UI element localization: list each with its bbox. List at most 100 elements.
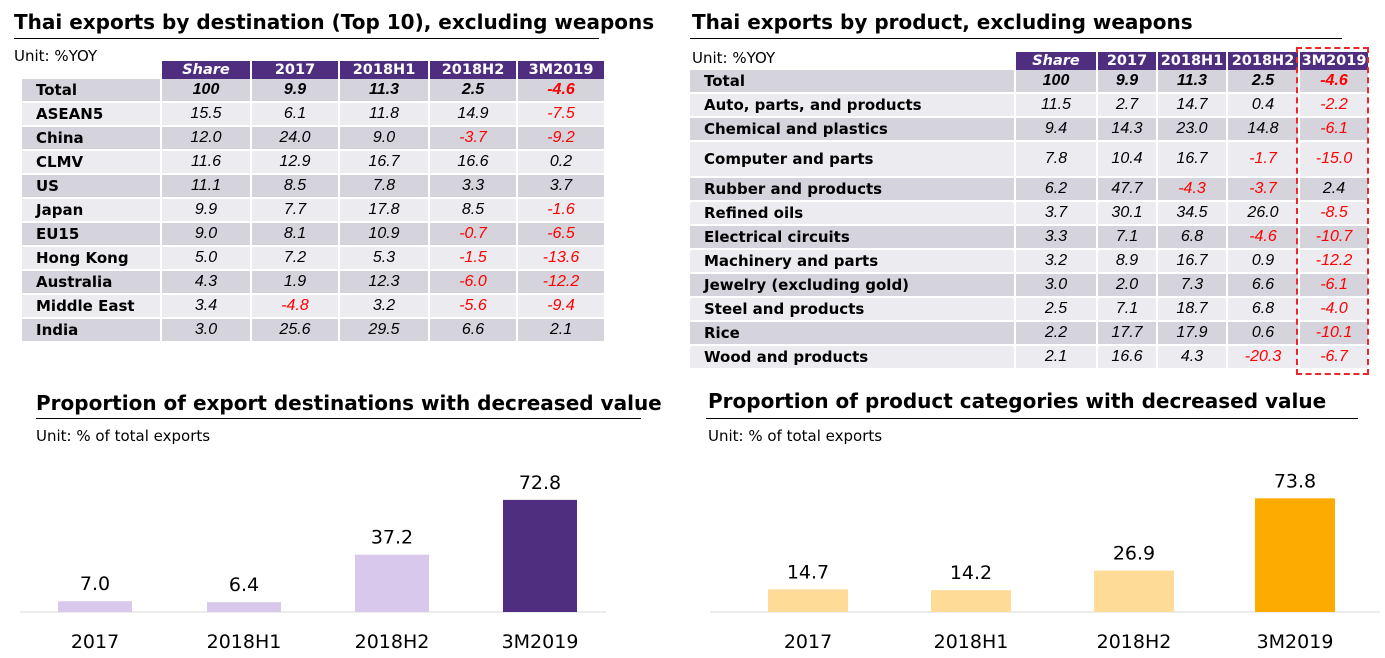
product-chart-title: Proportion of product categories with de… <box>708 389 1327 413</box>
table-cell: 6.1 <box>252 103 340 127</box>
bar-2017 <box>58 601 132 612</box>
table-row: US 11.1 8.5 7.8 3.3 3.7 <box>22 175 606 199</box>
table-cell: -20.3 <box>1228 346 1300 370</box>
header-empty-cell <box>690 52 1016 70</box>
product-unit: Unit: %YOY <box>692 49 776 67</box>
row-label: Refined oils <box>690 202 1016 226</box>
table-cell: 3.2 <box>340 295 430 319</box>
row-label: Electrical circuits <box>690 226 1016 250</box>
row-label: EU15 <box>22 223 162 247</box>
table-cell: 7.8 <box>1016 142 1098 178</box>
destination-chart-unit: Unit: % of total exports <box>36 427 211 445</box>
row-label: Middle East <box>22 295 162 319</box>
row-label: Australia <box>22 271 162 295</box>
table-cell: -7.5 <box>518 103 606 127</box>
table-row: Australia 4.3 1.9 12.3 -6.0 -12.2 <box>22 271 606 295</box>
bar-value-label: 72.8 <box>519 472 561 494</box>
table-cell: -6.1 <box>1300 274 1370 298</box>
table-row: Auto, parts, and products 11.5 2.7 14.7 0.4-… <box>690 94 1370 118</box>
bar-2018H2 <box>1094 570 1174 612</box>
table-cell: -0.7 <box>430 223 518 247</box>
row-label: Machinery and parts <box>690 250 1016 274</box>
row-label: US <box>22 175 162 199</box>
table-cell: -4.0 <box>1300 298 1370 322</box>
bar-value-label: 14.7 <box>787 561 829 583</box>
row-label: Hong Kong <box>22 247 162 271</box>
table-cell: 7.7 <box>252 199 340 223</box>
bar-value-label: 37.2 <box>371 527 413 549</box>
table-cell: 24.0 <box>252 127 340 151</box>
table-cell: 16.6 <box>1098 346 1158 370</box>
row-label: Japan <box>22 199 162 223</box>
table-cell: 7.1 <box>1098 298 1158 322</box>
bar-value-label: 6.4 <box>229 574 259 596</box>
table-cell: 5.3 <box>340 247 430 271</box>
column-header: 3M2019 <box>1300 52 1370 70</box>
row-label: Chemical and plastics <box>690 118 1016 142</box>
table-cell: 2.5 <box>1228 70 1300 94</box>
table-cell: 47.7 <box>1098 178 1158 202</box>
table-cell: 4.3 <box>162 271 252 295</box>
table-cell: 11.3 <box>1158 70 1228 94</box>
table-cell: -12.2 <box>518 271 606 295</box>
table-row: Hong Kong 5.0 7.2 5.3 -1.5 -13.6 <box>22 247 606 271</box>
table-cell: 16.6 <box>430 151 518 175</box>
table-cell: 14.8 <box>1228 118 1300 142</box>
column-header: Share <box>1016 52 1098 70</box>
table-cell: 8.5 <box>252 175 340 199</box>
table-cell: -4.3 <box>1158 178 1228 202</box>
table-cell: 34.5 <box>1158 202 1228 226</box>
table-cell: 12.3 <box>340 271 430 295</box>
destination-table: Share 2017 2018H1 2018H2 3M2019 Total 100 9.9 11… <box>22 61 606 343</box>
product-table-title: Thai exports by product, excluding weapo… <box>692 10 1193 34</box>
highlight-3m2019-column <box>1296 47 1369 375</box>
table-cell: 9.9 <box>252 79 340 103</box>
table-cell: 7.8 <box>340 175 430 199</box>
table-cell: 9.9 <box>162 199 252 223</box>
table-row: Computer and parts 7.8 10.4 16.7 -1.7 -15.0 <box>690 142 1370 178</box>
table-cell: -8.5 <box>1300 202 1370 226</box>
destination-table-panel: Thai exports by destination (Top 10), ex… <box>0 0 680 360</box>
table-cell: -1.6 <box>518 199 606 223</box>
table-cell: 100 <box>1016 70 1098 94</box>
table-row: Rice 2.2 17.7 17.9 0.6 -10.1 <box>690 322 1370 346</box>
table-cell: -4.6 <box>1300 70 1370 94</box>
table-cell: 6.2 <box>1016 178 1098 202</box>
table-cell: 3.0 <box>1016 274 1098 298</box>
table-row: Rubber and products 6.2 47.7 -4.3 -3.7 2.4 <box>690 178 1370 202</box>
table-cell: 2.1 <box>518 319 606 343</box>
header-empty-cell <box>22 61 162 79</box>
table-cell: 17.7 <box>1098 322 1158 346</box>
table-cell: 16.7 <box>1158 142 1228 178</box>
bar-2018H2 <box>355 554 429 612</box>
destination-table-title: Thai exports by destination (Top 10), ex… <box>14 10 655 34</box>
table-cell: 12.9 <box>252 151 340 175</box>
table-cell: 3.4 <box>162 295 252 319</box>
bar-3M2019 <box>503 499 577 612</box>
bar-2018H1 <box>931 590 1011 612</box>
row-label: Computer and parts <box>690 142 1016 178</box>
row-label: Rice <box>690 322 1016 346</box>
column-header: 2018H1 <box>1158 52 1228 70</box>
table-cell: 16.7 <box>1158 250 1228 274</box>
table-cell: -4.8 <box>252 295 340 319</box>
table-row: ASEAN5 15.5 6.1 11.8 14.9 -7.5 <box>22 103 606 127</box>
product-chart-rule <box>706 418 1358 419</box>
column-header: 2018H1 <box>340 61 430 79</box>
x-tick-label: 3M2019 <box>1257 631 1334 653</box>
column-header: 2018H2 <box>430 61 518 79</box>
table-cell: 2.1 <box>1016 346 1098 370</box>
table-cell: -10.1 <box>1300 322 1370 346</box>
table-row: Chemical and plastics 9.4 14.3 23.0 14.8 -6.1 <box>690 118 1370 142</box>
column-header: 2018H2 <box>1228 52 1300 70</box>
table-cell: 2.0 <box>1098 274 1158 298</box>
table-cell: -1.5 <box>430 247 518 271</box>
table-cell: -13.6 <box>518 247 606 271</box>
table-cell: -4.6 <box>1228 226 1300 250</box>
table-row: CLMV 11.6 12.9 16.7 16.6 0.2 <box>22 151 606 175</box>
bar-2018H1 <box>207 602 281 612</box>
x-tick-label: 2017 <box>784 631 832 653</box>
product-chart-panel: Proportion of product categories with de… <box>680 380 1385 658</box>
destination-unit: Unit: %YOY <box>14 47 98 65</box>
table-cell: -3.7 <box>430 127 518 151</box>
